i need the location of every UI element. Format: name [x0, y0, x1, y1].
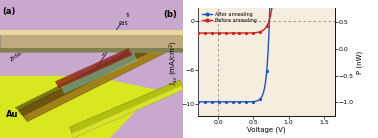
Polygon shape: [15, 34, 165, 110]
Polygon shape: [24, 43, 174, 121]
Text: CdS: CdS: [102, 21, 129, 56]
Text: (a): (a): [3, 7, 16, 16]
Polygon shape: [60, 52, 138, 94]
Text: Au: Au: [6, 110, 18, 119]
Polygon shape: [0, 48, 183, 52]
Legend: After annealing, Before annealing: After annealing, Before annealing: [201, 11, 258, 24]
Text: Si$_3$N$_4$: Si$_3$N$_4$: [97, 29, 128, 67]
Polygon shape: [55, 48, 132, 88]
Polygon shape: [70, 80, 183, 138]
Y-axis label: J$_{sc}$ (mA/cm$^{2}$): J$_{sc}$ (mA/cm$^{2}$): [167, 39, 180, 85]
Y-axis label: P (nW): P (nW): [356, 51, 363, 74]
Text: (b): (b): [163, 10, 177, 19]
Polygon shape: [0, 76, 156, 138]
X-axis label: Voltage (V): Voltage (V): [247, 126, 286, 133]
Text: Ti: Ti: [108, 13, 129, 42]
Text: ZnSe NW: ZnSe NW: [9, 45, 32, 63]
Polygon shape: [18, 37, 174, 121]
Polygon shape: [0, 30, 183, 52]
Polygon shape: [0, 30, 183, 34]
Polygon shape: [71, 86, 183, 138]
